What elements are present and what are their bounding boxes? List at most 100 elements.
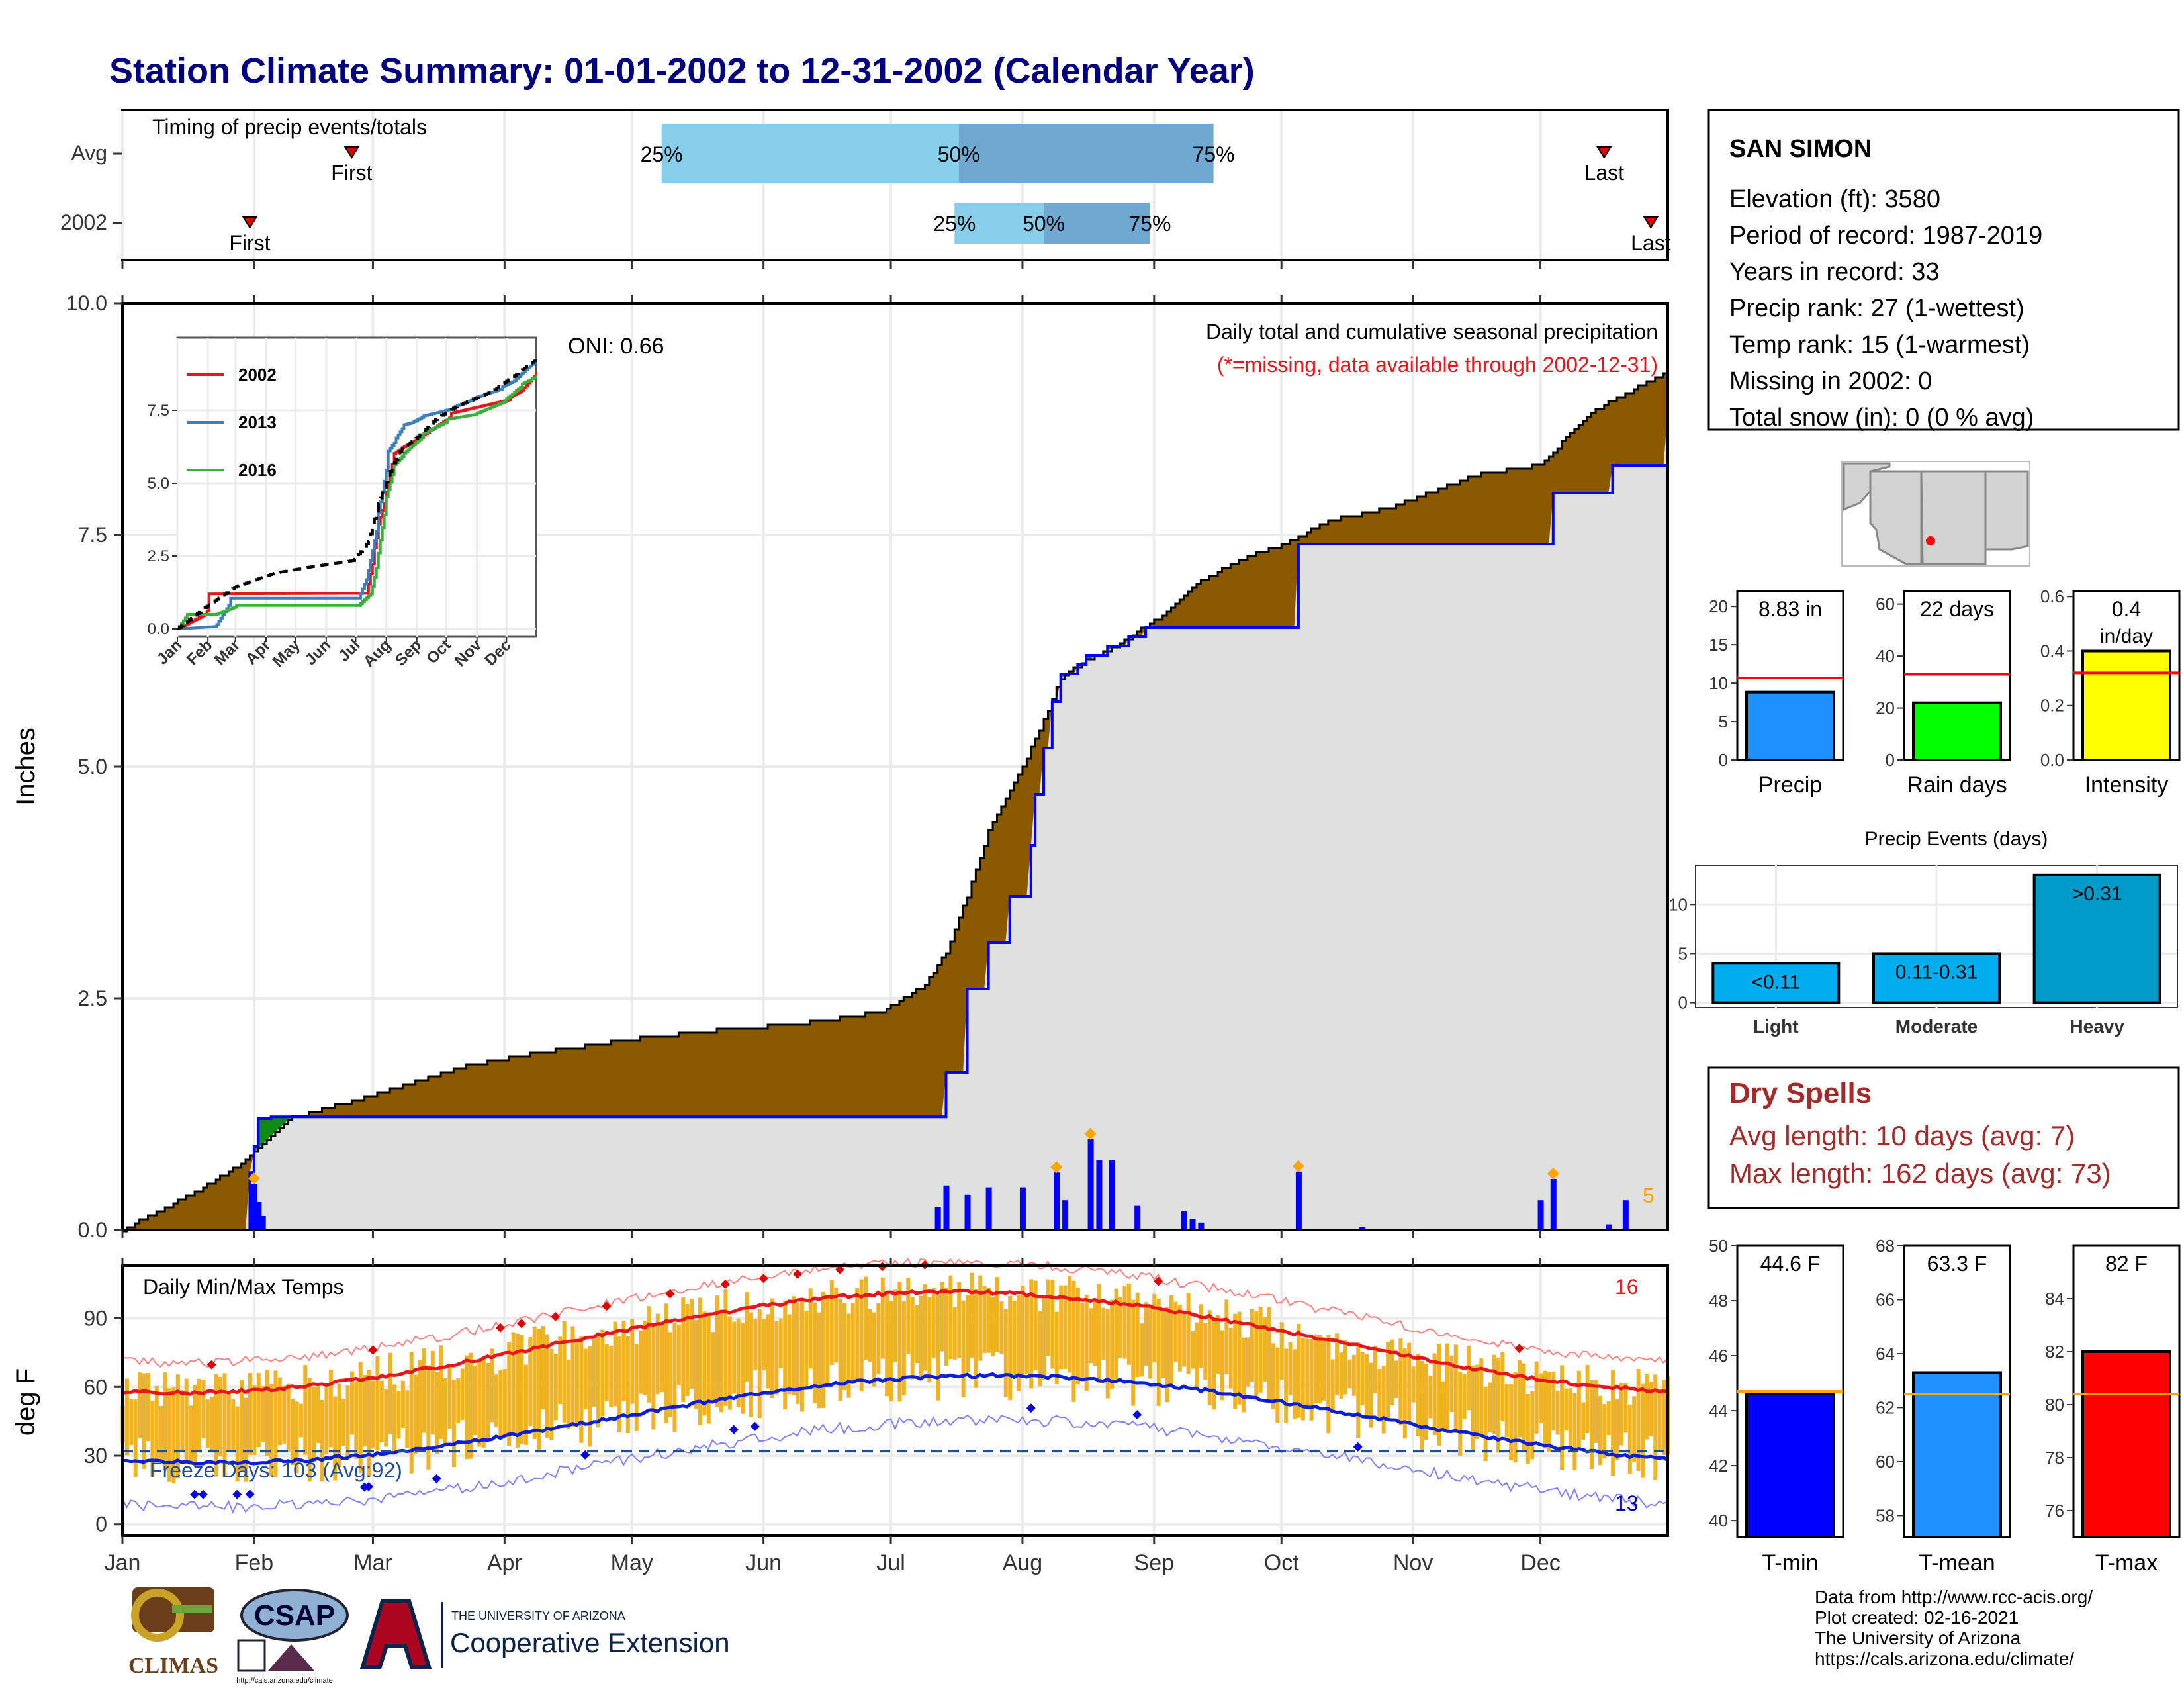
daily-temp-bar	[1449, 1355, 1454, 1413]
daily-temp-bar	[681, 1297, 686, 1402]
daily-temp-bar	[1021, 1286, 1025, 1378]
daily-temp-bar	[516, 1333, 520, 1448]
daily-temp-bar	[142, 1373, 146, 1469]
month-tick-label: Apr	[487, 1550, 522, 1575]
mini-y-tick-label: 20	[1709, 596, 1728, 616]
daily-temp-bar	[999, 1301, 1004, 1354]
daily-temp-bar	[931, 1288, 936, 1358]
daily-temp-bar	[846, 1313, 851, 1398]
daily-temp-bar	[405, 1390, 410, 1448]
quartile-label: 25%	[933, 212, 976, 236]
extreme-precip-point	[1050, 1161, 1063, 1174]
daily-temp-bar	[982, 1286, 987, 1354]
daily-temp-bar	[1233, 1313, 1238, 1409]
mini-category-label: Rain days	[1907, 773, 2007, 798]
daily-temp-bar	[1496, 1358, 1500, 1453]
avg-cumulative-line	[122, 372, 1668, 1233]
mini-value-bar	[1912, 701, 2002, 761]
daily-temp-bar	[715, 1295, 719, 1407]
daily-temp-bar	[1590, 1380, 1594, 1470]
daily-temp-bar	[991, 1296, 995, 1356]
daily-temp-bar	[1581, 1402, 1586, 1440]
daily-temp-bar	[1105, 1309, 1110, 1399]
daily-temp-bar	[901, 1301, 906, 1395]
temp-y-tick-label: 0	[95, 1513, 107, 1536]
freeze-days-label: Freeze Days: 103 (Avg:92)	[150, 1458, 402, 1482]
month-tick-label: Feb	[235, 1550, 274, 1575]
mini-value-label: 22 days	[1920, 597, 1994, 621]
daily-temp-bar	[277, 1377, 282, 1446]
daily-temp-bar	[1314, 1334, 1318, 1404]
daily-temp-bar	[1594, 1380, 1598, 1443]
daily-temp-bar	[1619, 1383, 1623, 1446]
map-region-newmexico	[1920, 470, 1987, 565]
daily-temp-bar	[1365, 1354, 1369, 1415]
timing-title: Timing of precip events/totals	[152, 115, 427, 139]
daily-temp-bar	[282, 1385, 287, 1444]
daily-temp-bar	[1479, 1358, 1484, 1436]
daily-temp-bar	[792, 1296, 796, 1395]
precip-chart-title: Daily total and cumulative seasonal prec…	[1206, 320, 1658, 344]
daily-temp-bar	[226, 1391, 231, 1452]
daily-temp-bar	[1390, 1339, 1394, 1405]
daily-temp-bar	[435, 1372, 439, 1454]
daily-temp-bar	[1343, 1340, 1347, 1395]
daily-temp-bar	[502, 1369, 507, 1436]
daily-temp-bar	[1517, 1360, 1522, 1438]
daily-precip-bar	[259, 1216, 266, 1230]
daily-temp-bar	[974, 1289, 978, 1388]
daily-temp-bar	[240, 1380, 244, 1472]
inset-y-tick-label: 7.5	[148, 402, 169, 420]
daily-temp-bar	[175, 1374, 180, 1479]
daily-temp-bar	[987, 1288, 991, 1353]
daily-temp-bar	[210, 1396, 214, 1453]
daily-temp-bar	[1381, 1366, 1386, 1434]
daily-temp-bar	[490, 1348, 494, 1423]
daily-temp-bar	[392, 1384, 397, 1452]
record-high-marker	[551, 1311, 561, 1321]
daily-temp-bar	[864, 1276, 868, 1360]
daily-temp-bar	[1475, 1364, 1479, 1439]
record-low-marker	[432, 1474, 441, 1483]
daily-temp-bar	[1050, 1280, 1055, 1369]
daily-temp-bar	[184, 1378, 189, 1460]
daily-temp-bar	[1089, 1308, 1093, 1364]
ua-small-text: THE UNIVERSITY OF ARIZONA	[451, 1609, 625, 1622]
daily-temp-bar	[727, 1316, 732, 1410]
daily-temp-bar	[889, 1301, 893, 1401]
record-high-marker	[835, 1264, 845, 1274]
daily-temp-bar	[193, 1385, 197, 1465]
daily-temp-bar	[528, 1337, 533, 1426]
daily-precip-bar	[1019, 1187, 1026, 1230]
daily-temp-bar	[1611, 1370, 1615, 1476]
quartile-label: 25%	[641, 142, 683, 166]
extreme-precip-point	[1292, 1160, 1304, 1172]
daily-temp-bar	[1131, 1299, 1136, 1406]
mini-y-tick-label: 44	[1709, 1401, 1728, 1421]
daily-temp-bar	[690, 1298, 694, 1389]
temp-y-tick-label: 60	[83, 1375, 107, 1399]
daily-temp-bar	[1182, 1311, 1187, 1367]
daily-temp-bar	[1386, 1341, 1390, 1421]
daily-temp-bar	[625, 1336, 630, 1434]
mini-y-tick-label: 10	[1709, 673, 1728, 693]
daily-temp-bar	[154, 1386, 159, 1462]
daily-temp-bar	[1029, 1279, 1034, 1389]
quartile-bar-high	[1044, 203, 1150, 244]
daily-temp-bar	[1437, 1343, 1441, 1446]
quartile-bar-high	[958, 124, 1214, 183]
mini-bar-chart: 58 60 62 64 66 68 63.3 F T-mean	[1876, 1236, 2011, 1575]
daily-temp-bar	[1432, 1353, 1437, 1436]
daily-temp-bar	[1326, 1335, 1331, 1434]
daily-temp-bar	[1309, 1338, 1314, 1421]
daily-temp-bar	[1555, 1390, 1560, 1435]
daily-temp-bar	[919, 1295, 923, 1380]
daily-temp-bar	[1059, 1285, 1064, 1370]
daily-temp-bar	[439, 1345, 443, 1439]
daily-temp-bar	[1284, 1348, 1289, 1424]
main-y-tick-label: 7.5	[78, 523, 107, 547]
daily-temp-bar	[1097, 1284, 1101, 1383]
footer-line: https://cals.arizona.edu/climate/	[1815, 1648, 2074, 1669]
ua-big-text: Cooperative Extension	[450, 1627, 730, 1658]
record-low-marker	[198, 1489, 208, 1499]
